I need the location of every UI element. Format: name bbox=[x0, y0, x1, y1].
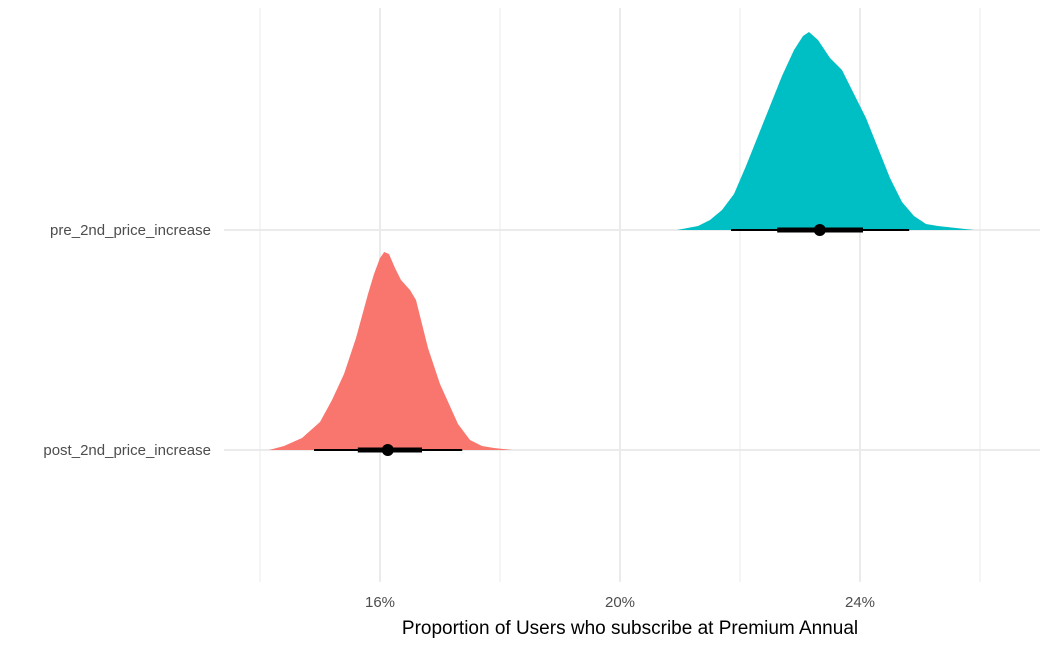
y-tick-label: pre_2nd_price_increase bbox=[50, 222, 211, 239]
x-tick-label: 24% bbox=[845, 594, 875, 611]
point-estimate-post_2nd_price_increase bbox=[381, 444, 394, 456]
density-areas bbox=[269, 32, 974, 450]
interval-bars bbox=[314, 224, 910, 456]
y-tick-labels: post_2nd_price_increase pre_2nd_price_inc… bbox=[43, 222, 211, 459]
density-pre_2nd_price_increase bbox=[677, 32, 974, 230]
point-estimate-pre_2nd_price_increase bbox=[813, 224, 826, 236]
x-tick-labels: 16% 20% 24% bbox=[365, 594, 875, 611]
density-post_2nd_price_increase bbox=[269, 252, 512, 450]
x-tick-label: 16% bbox=[365, 594, 395, 611]
x-tick-label: 20% bbox=[605, 594, 635, 611]
x-axis-title: Proportion of Users who subscribe at Pre… bbox=[402, 618, 858, 639]
y-tick-label: post_2nd_price_increase bbox=[43, 442, 211, 459]
